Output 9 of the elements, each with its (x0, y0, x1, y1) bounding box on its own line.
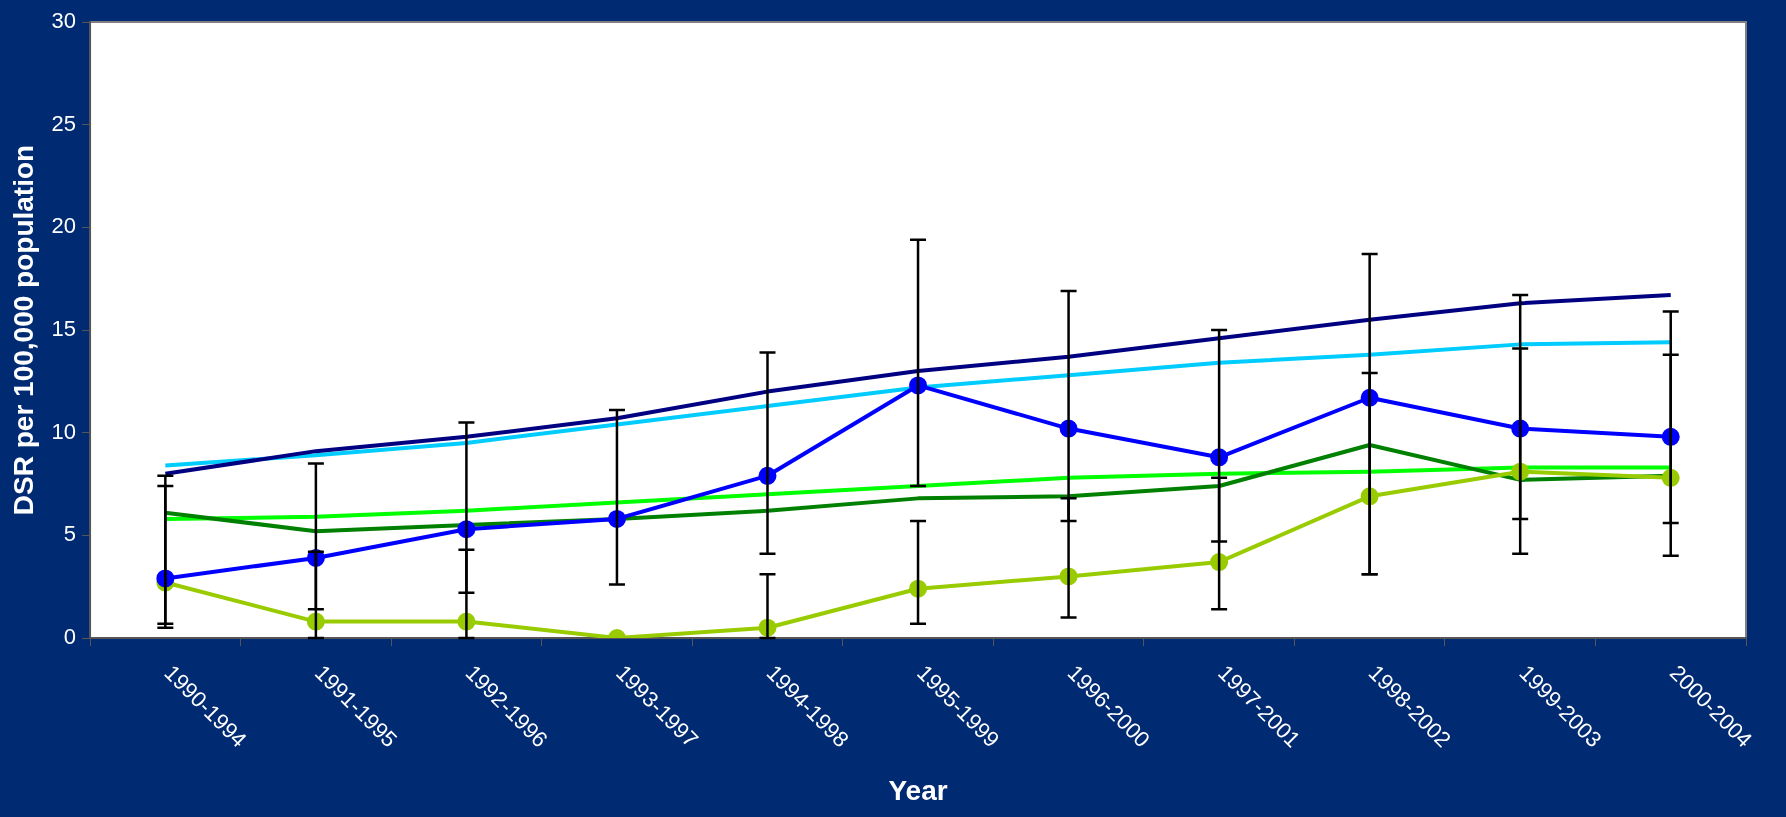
y-axis-title: DSR per 100,000 population (7, 144, 39, 516)
y-tick-label: 0 (63, 624, 77, 650)
y-tick-label: 20 (51, 213, 77, 239)
y-tick-label: 10 (51, 418, 77, 444)
x-axis-title: Year (888, 774, 948, 806)
y-tick-label: 5 (63, 521, 77, 547)
y-tick-label: 15 (51, 316, 77, 342)
y-tick-label: 25 (51, 110, 77, 136)
y-tick-label: 30 (51, 8, 77, 34)
